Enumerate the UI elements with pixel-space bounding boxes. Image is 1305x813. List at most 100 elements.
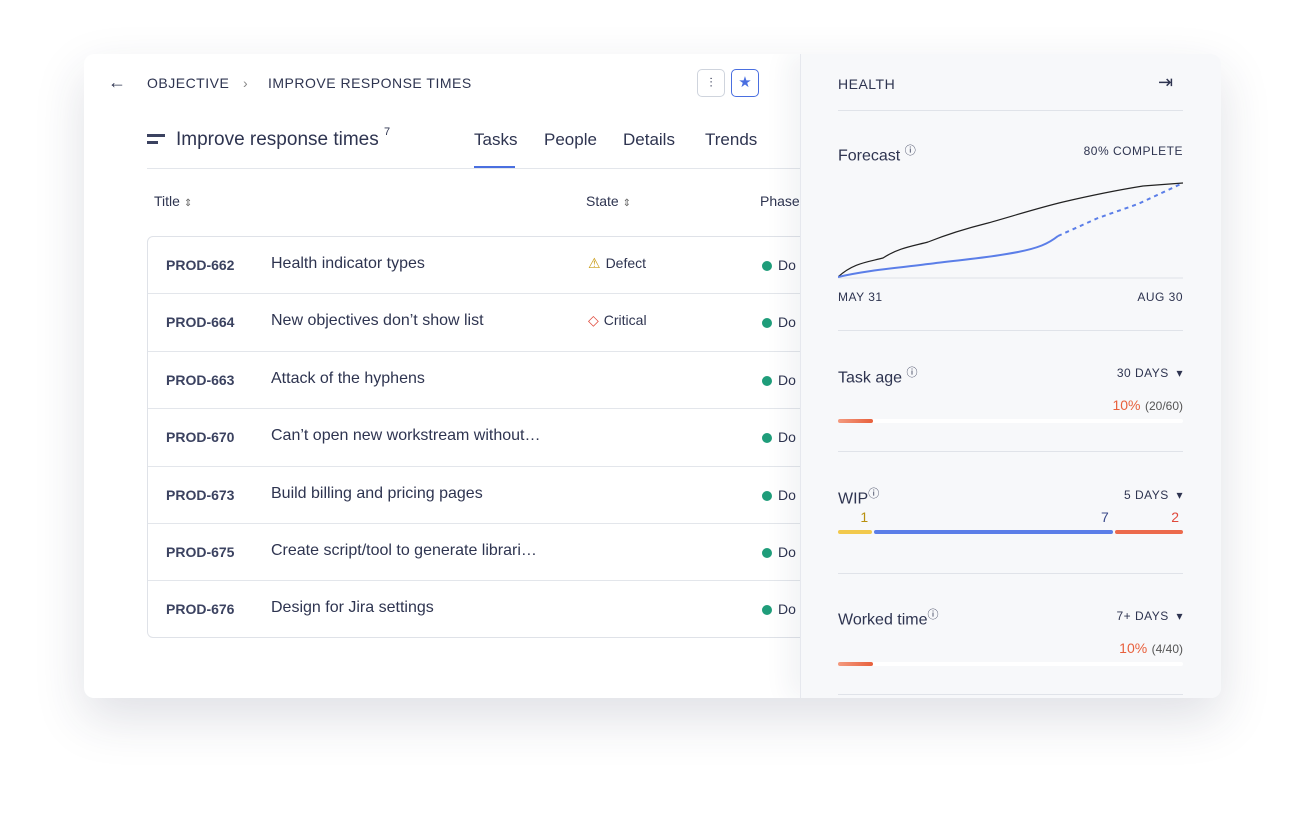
task-phase: Do: [762, 544, 796, 560]
period: 7+ DAYS: [1116, 609, 1169, 623]
metric-label: WIPⓘ: [838, 488, 880, 508]
period: 30 DAYS: [1116, 366, 1169, 380]
column-header[interactable]: Title ⇕: [154, 193, 193, 209]
percent: 10%: [1112, 397, 1141, 413]
tab[interactable]: Trends: [705, 130, 758, 149]
metric-label: Task age ⓘ: [838, 367, 918, 387]
wip-segment: [1114, 530, 1183, 534]
axis-start: MAY 31: [838, 290, 883, 304]
task-title: New objectives don’t show list: [271, 312, 484, 330]
actual-line: [838, 182, 1183, 278]
task-row[interactable]: PROD-675 Create script/tool to generate l…: [148, 524, 846, 582]
period-dropdown[interactable]: 30 DAYS ▾: [1116, 366, 1183, 380]
task-row[interactable]: PROD-663 Attack of the hyphens Do: [148, 352, 846, 410]
separator: [838, 694, 1183, 695]
tab[interactable]: People: [544, 130, 597, 149]
divider: [147, 168, 800, 169]
task-state: ⚠ Defect: [588, 255, 646, 272]
task-phase: Do: [762, 257, 796, 273]
task-row[interactable]: PROD-664 New objectives don’t show list ◇ C…: [148, 294, 846, 352]
state-icon: ◇: [588, 312, 599, 329]
axis-end: AUG 30: [1137, 290, 1183, 304]
phase-dot: [762, 490, 772, 501]
state-icon: ⚠: [588, 255, 601, 271]
task-phase: Do: [762, 314, 796, 330]
card: ← OBJECTIVE › IMPROVE RESPONSE TIMES ⫶ ★…: [84, 54, 1221, 698]
phase-text: Do: [778, 429, 796, 446]
breadcrumb-current: IMPROVE RESPONSE TIMES: [268, 75, 472, 91]
back-button[interactable]: ←: [108, 72, 126, 92]
panel-title: HEALTH: [838, 76, 896, 92]
objective-title: Improve response times: [176, 129, 379, 150]
health-panel: HEALTH ⇥ Forecast ⓘ 80% COMPLETE MAY 31 …: [800, 54, 1221, 698]
label-text: Forecast: [838, 147, 901, 165]
wip-count: 7: [1101, 509, 1109, 525]
progress-fill: [838, 662, 873, 666]
column-title: State: [586, 193, 619, 209]
task-title: Health indicator types: [271, 255, 425, 272]
metric-value: 10% (20/60): [1112, 397, 1183, 415]
objective-count: 7: [384, 126, 391, 138]
task-row[interactable]: PROD-670 Can’t open new workstream withou…: [148, 409, 846, 467]
separator: [838, 330, 1183, 331]
progress-track: [838, 662, 1183, 666]
progress-track: [838, 419, 1183, 423]
task-title: Create script/tool to generate librari…: [271, 542, 537, 559]
metric-value: 10% (4/40): [1119, 640, 1183, 658]
phase-dot: [762, 548, 772, 558]
tab-underline: [474, 166, 515, 168]
metric-label: Forecast ⓘ: [838, 145, 916, 165]
progress-fill: [838, 419, 873, 423]
task-key: PROD-664: [166, 314, 235, 331]
detail: (20/60): [1144, 399, 1183, 413]
state-text: Defect: [605, 255, 647, 271]
label-text: WIP: [838, 490, 869, 508]
exit-button[interactable]: ⇥: [1158, 72, 1174, 92]
breadcrumb-parent[interactable]: OBJECTIVE: [147, 75, 230, 91]
period-dropdown[interactable]: 5 DAYS ▾: [1124, 488, 1183, 502]
phase-text: Do: [778, 486, 796, 503]
wip-segment: [838, 530, 873, 534]
column-header[interactable]: Phase: [760, 193, 800, 209]
tab[interactable]: Tasks: [474, 130, 518, 149]
column-header[interactable]: State ⇕: [586, 193, 631, 209]
state-text: Critical: [603, 312, 647, 329]
forecast-status: 80% COMPLETE: [1083, 144, 1183, 158]
phase-dot: [762, 318, 772, 329]
phase-text: Do: [778, 544, 796, 560]
task-phase: Do: [762, 487, 796, 503]
separator: [838, 451, 1183, 452]
task-state: ◇ Critical: [588, 312, 647, 329]
wip-segment: [874, 530, 1113, 534]
tab[interactable]: Details: [623, 130, 675, 149]
task-title: Can’t open new workstream without…: [271, 427, 541, 445]
task-table: PROD-662 Health indicator types ⚠ Defect Do P…: [147, 236, 847, 638]
task-key: PROD-676: [166, 601, 235, 618]
star-button[interactable]: ★: [731, 69, 759, 97]
phase-text: Do: [778, 601, 796, 618]
period-dropdown[interactable]: 7+ DAYS ▾: [1116, 609, 1183, 623]
task-row[interactable]: PROD-673 Build billing and pricing pages D…: [148, 467, 846, 524]
task-phase: Do: [762, 429, 796, 445]
phase-text: Do: [778, 371, 796, 388]
task-key: PROD-673: [166, 486, 235, 503]
metric-label: Worked timeⓘ: [838, 609, 939, 629]
forecast-chart: [838, 182, 1183, 279]
task-phase: Do: [762, 372, 796, 388]
progress-line: [838, 235, 1059, 278]
projection-line: [1057, 182, 1183, 237]
phase-dot: [762, 375, 772, 386]
task-key: PROD-675: [166, 544, 235, 560]
wip-count: 1: [860, 509, 869, 525]
phase-dot: [762, 261, 772, 271]
task-key: PROD-662: [166, 257, 235, 273]
column-title: Phase: [760, 193, 800, 209]
settings-button[interactable]: ⫶: [697, 69, 725, 97]
task-row[interactable]: PROD-676 Design for Jira settings Do: [148, 581, 846, 638]
detail: (4/40): [1151, 642, 1183, 656]
label-text: Worked time: [838, 611, 928, 629]
phase-text: Do: [778, 314, 796, 331]
objective-icon: [147, 134, 165, 144]
task-row[interactable]: PROD-662 Health indicator types ⚠ Defect Do: [148, 237, 846, 295]
